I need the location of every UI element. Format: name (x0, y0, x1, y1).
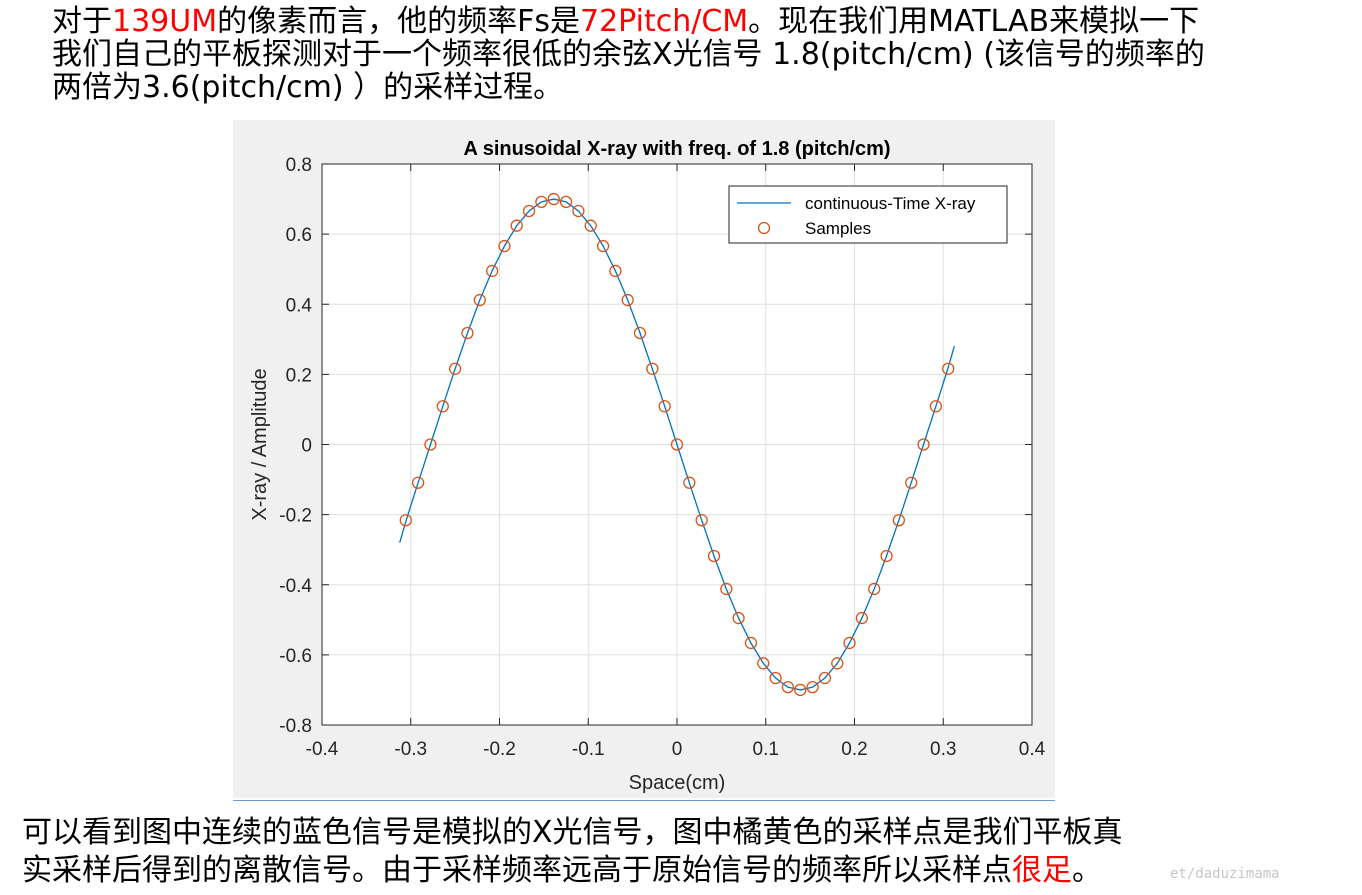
sample-point (757, 657, 770, 670)
x-tick-label: -0.4 (306, 739, 339, 760)
intro-line-2: 我们自己的平板探测对于一个频率很低的余弦X光信号 1.8(pitch/cm) (… (52, 37, 1205, 72)
chart-title: A sinusoidal X-ray with freq. of 1.8 (pi… (463, 138, 890, 160)
intro-line-1: 对于139UM的像素而言，他的频率Fs是72Pitch/CM。现在我们用MATL… (52, 5, 1205, 38)
sample-point (584, 219, 597, 232)
sample-point (831, 657, 844, 670)
sample-point (843, 636, 856, 650)
watermark: et/daduzimama (1170, 866, 1280, 882)
outro-line-1: 可以看到图中连续的蓝色信号是模拟的X光信号，图中橘黄色的采样点是我们平板真 (22, 815, 1123, 850)
sample-point (596, 239, 610, 253)
y-tick-label: 0 (301, 436, 312, 457)
x-tick-label: 0.1 (753, 739, 779, 760)
x-tick-label: -0.3 (394, 739, 427, 760)
matlab-figure: -0.4 -0.3 -0.2 -0.1 0 0.1 0.2 0.3 0.4 0.8 0.6 0.4 0.… (233, 120, 1055, 798)
sample-point (646, 362, 659, 375)
sample-point (744, 636, 758, 650)
y-tick-label: 0.6 (286, 225, 312, 246)
x-tick-label: 0.2 (841, 739, 867, 760)
sample-point (917, 438, 930, 451)
x-tick-label: -0.1 (572, 739, 605, 760)
sample-point (609, 264, 622, 278)
chart-legend: continuous-Time X-ray Samples (728, 185, 1008, 244)
sample-point (818, 671, 832, 685)
sample-point (547, 192, 560, 206)
sample-point (942, 362, 955, 375)
series-layer (399, 192, 955, 697)
y-axis-label: X-ray / Amplitude (249, 368, 271, 520)
intro-text-3: 。现在我们用MATLAB来模拟一下 (748, 4, 1200, 39)
sample-point (707, 549, 721, 563)
enough-highlight: 很足 (1012, 853, 1072, 888)
outro-text-1: 实采样后得到的离散信号。由于采样频率远高于原始信号的频率所以采样点 (22, 853, 1012, 888)
continuous-xray-line (399, 198, 955, 691)
sample-point (905, 476, 918, 489)
x-axis-label: Space(cm) (629, 772, 726, 794)
sample-point (769, 671, 782, 685)
frequency-highlight: 72Pitch/CM (580, 4, 749, 39)
sample-point (621, 293, 634, 307)
x-tick-label: 0.4 (1019, 739, 1046, 760)
outro-text-2: 。 (1072, 853, 1102, 888)
legend-marker-swatch (757, 221, 771, 235)
sample-point (424, 438, 437, 451)
outro-paragraph: 可以看到图中连续的蓝色信号是模拟的X光信号，图中橘黄色的采样点是我们平板真 实采… (22, 814, 1123, 890)
intro-paragraph: 对于139UM的像素而言，他的频率Fs是72Pitch/CM。现在我们用MATL… (52, 5, 1205, 104)
sample-point (633, 326, 647, 340)
sample-point (695, 514, 708, 527)
y-tick-label: 0.8 (286, 155, 312, 176)
sample-point (732, 611, 745, 625)
chart-svg: -0.4 -0.3 -0.2 -0.1 0 0.1 0.2 0.3 0.4 0.8 0.6 0.4 0.… (249, 138, 1046, 794)
sample-point (411, 476, 425, 489)
sample-point (781, 680, 795, 694)
x-tick-label: 0.3 (930, 739, 956, 760)
y-tick-label: -0.8 (279, 716, 312, 737)
axis-ticks: -0.4 -0.3 -0.2 -0.1 0 0.1 0.2 0.3 0.4 0.8 0.6 0.4 0.… (279, 155, 1045, 760)
sample-point (855, 611, 869, 625)
intro-text-2: 的像素而言，他的频率Fs是 (217, 4, 580, 39)
y-tick-label: -0.6 (279, 646, 312, 667)
legend-label-continuous: continuous-Time X-ray (805, 194, 976, 213)
sample-point (670, 438, 684, 451)
sample-point (929, 400, 943, 413)
outro-line-2: 实采样后得到的离散信号。由于采样频率远高于原始信号的频率所以采样点很足。 (22, 852, 1123, 890)
sample-point (448, 362, 462, 375)
x-tick-label: 0 (672, 739, 683, 760)
sample-point (720, 582, 733, 596)
y-tick-label: 0.2 (286, 365, 312, 386)
sample-point (436, 400, 449, 413)
sample-point (461, 326, 474, 340)
intro-line-3: 两倍为3.6(pitch/cm) ）的采样过程。 (52, 70, 564, 105)
legend-box (728, 185, 1008, 244)
sample-point (510, 219, 523, 232)
sample-point (535, 195, 548, 209)
sample-point (880, 549, 893, 563)
sample-point (892, 514, 906, 527)
sample-point (522, 204, 536, 218)
pixel-size-highlight: 139UM (112, 4, 218, 39)
x-tick-label: -0.2 (483, 739, 516, 760)
y-tick-label: -0.2 (279, 506, 312, 527)
sample-point (498, 239, 511, 253)
sample-point (683, 476, 696, 489)
sample-point (485, 264, 499, 278)
sample-point (658, 400, 671, 413)
y-tick-label: 0.4 (286, 295, 313, 316)
sample-point (794, 683, 807, 697)
sample-point (806, 680, 819, 694)
y-tick-label: -0.4 (279, 576, 312, 597)
sample-point (399, 514, 412, 527)
legend-label-samples: Samples (805, 219, 871, 238)
separator-line (233, 800, 1055, 801)
sample-point (559, 195, 573, 209)
sample-point (572, 204, 585, 218)
sample-point (868, 582, 881, 596)
sample-point (473, 293, 486, 307)
intro-text-1: 对于 (52, 4, 112, 39)
